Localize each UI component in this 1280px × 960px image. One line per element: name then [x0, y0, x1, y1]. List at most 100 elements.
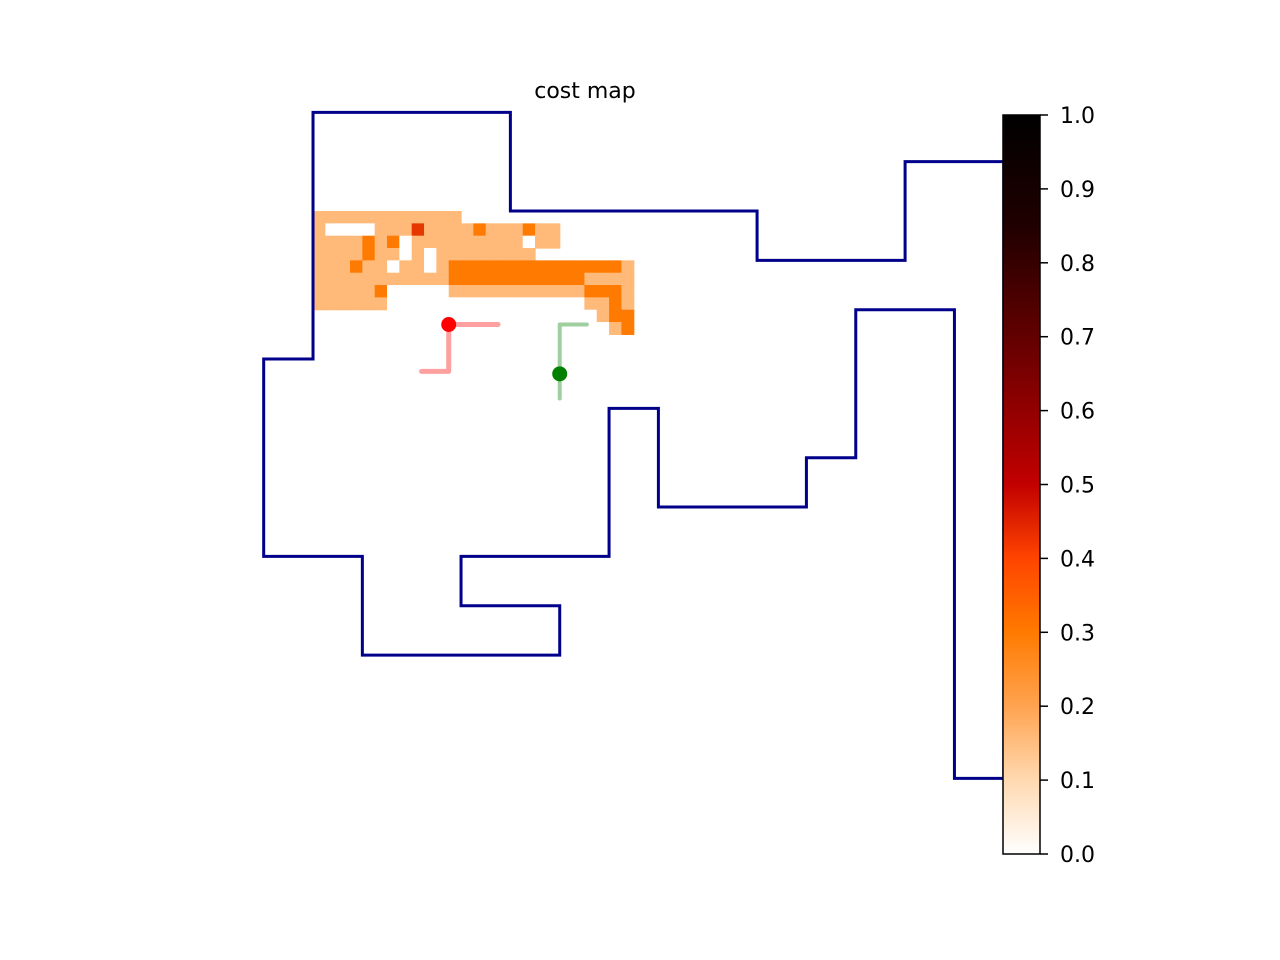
heatmap-cell	[411, 297, 425, 311]
heatmap-cell	[436, 248, 450, 261]
heatmap-cell	[399, 211, 413, 224]
heatmap-cell	[374, 297, 388, 311]
heatmap-cell	[374, 272, 388, 286]
heatmap-cell	[522, 248, 536, 261]
heatmap-cell	[411, 223, 425, 237]
heatmap-cell	[387, 272, 400, 286]
heatmap-cell	[510, 297, 524, 311]
heatmap-cell	[621, 260, 635, 274]
heatmap-cell	[473, 285, 487, 298]
heatmap-cell	[596, 272, 610, 286]
heatmap-cell	[498, 285, 511, 298]
heatmap-cell	[498, 223, 511, 237]
heatmap-cell	[337, 285, 351, 298]
heatmap-cell	[535, 260, 548, 274]
heatmap-cell	[362, 248, 376, 261]
heatmap-cell	[411, 272, 425, 286]
heatmap-cell	[387, 248, 400, 261]
heatmap-cell	[399, 260, 413, 274]
heatmap-cell	[424, 297, 437, 311]
heatmap-cell	[448, 211, 462, 224]
heatmap-cell	[621, 285, 635, 298]
colorbar-tick-label: 0.6	[1060, 400, 1095, 425]
heatmap-cell	[411, 248, 425, 261]
heatmap-cell	[362, 211, 376, 224]
heatmap-cell	[337, 211, 351, 224]
heatmap-cell	[448, 285, 462, 298]
heatmap-cell	[609, 272, 622, 286]
heatmap-cell	[313, 223, 326, 237]
colorbar: 0.0 0.1 0.2 0.3 0.4 0.5 0.6 0.7 0.8 0.9 1.0	[1002, 104, 1095, 868]
heatmap-cell	[498, 272, 511, 286]
heatmap-cell	[448, 235, 462, 249]
heatmap-cell	[387, 211, 400, 224]
heatmap-cell	[473, 272, 487, 286]
chart-title: cost map	[534, 79, 636, 104]
heatmap-cell	[609, 297, 622, 311]
colorbar-tick-label: 0.8	[1060, 252, 1095, 277]
heatmap-cell	[411, 260, 425, 274]
map-boundary	[262, 110, 1006, 780]
heatmap-cell	[411, 211, 425, 224]
heatmap-cell	[436, 235, 450, 249]
heatmap-cell	[411, 235, 425, 249]
heatmap-cell	[461, 272, 474, 286]
heatmap-cell	[461, 235, 474, 249]
heatmap-cell	[436, 272, 450, 286]
heatmap-cell	[362, 272, 376, 286]
heatmap-cell	[387, 297, 400, 311]
heatmap-cell	[510, 223, 524, 237]
heatmap-cell	[350, 260, 363, 274]
colorbar-tick-label: 0.7	[1060, 326, 1095, 351]
heatmap-cell	[461, 297, 474, 311]
heatmap-cell	[325, 272, 339, 286]
heatmap-cell	[596, 322, 610, 335]
heatmap-cell	[461, 260, 474, 274]
red-path	[419, 322, 501, 374]
heatmap-cell	[510, 235, 524, 249]
heatmap-cell	[559, 272, 573, 286]
heatmap-cell	[399, 248, 413, 261]
colorbar-gradient	[1002, 114, 1041, 855]
heatmap-cell	[436, 223, 450, 237]
heatmap-cell	[325, 211, 339, 224]
heatmap-cell	[424, 223, 437, 237]
heatmap-cell	[436, 260, 450, 274]
heatmap-cell	[325, 260, 339, 274]
paths	[419, 317, 589, 401]
heatmap-cell	[325, 223, 339, 237]
heatmap-cell	[522, 260, 536, 274]
heatmap-cell	[621, 309, 635, 323]
heatmap-cell	[535, 223, 548, 237]
heatmap-cell	[473, 235, 487, 249]
heatmap-cell	[362, 297, 376, 311]
heatmap-cell	[473, 297, 487, 311]
heatmap-cell	[485, 235, 499, 249]
heatmap-cell	[411, 285, 425, 298]
heatmap-cell	[547, 223, 561, 237]
heatmap-cell	[374, 285, 388, 298]
heatmap-cell	[313, 211, 326, 224]
heatmap-cell	[374, 248, 388, 261]
heatmap-cell	[621, 322, 635, 335]
heatmap-cell	[510, 260, 524, 274]
heatmap-cell	[350, 211, 363, 224]
heatmap-cell	[485, 248, 499, 261]
heatmap-cell	[522, 223, 536, 237]
heatmap-cell	[448, 248, 462, 261]
colorbar-tick-label: 0.0	[1060, 843, 1095, 868]
heatmap-cell	[313, 297, 326, 311]
heatmap-cell	[522, 285, 536, 298]
heatmap-cell	[535, 272, 548, 286]
heatmap-cell	[424, 285, 437, 298]
heatmap-cell	[584, 309, 598, 323]
heatmap-cell	[313, 285, 326, 298]
heatmap-cell	[510, 272, 524, 286]
heatmap-cell	[313, 272, 326, 286]
heatmap-cell	[547, 285, 561, 298]
heatmap-cell	[362, 260, 376, 274]
colorbar-tick-label: 0.4	[1060, 547, 1095, 572]
heatmap-cell	[374, 260, 388, 274]
heatmap-cell	[498, 248, 511, 261]
